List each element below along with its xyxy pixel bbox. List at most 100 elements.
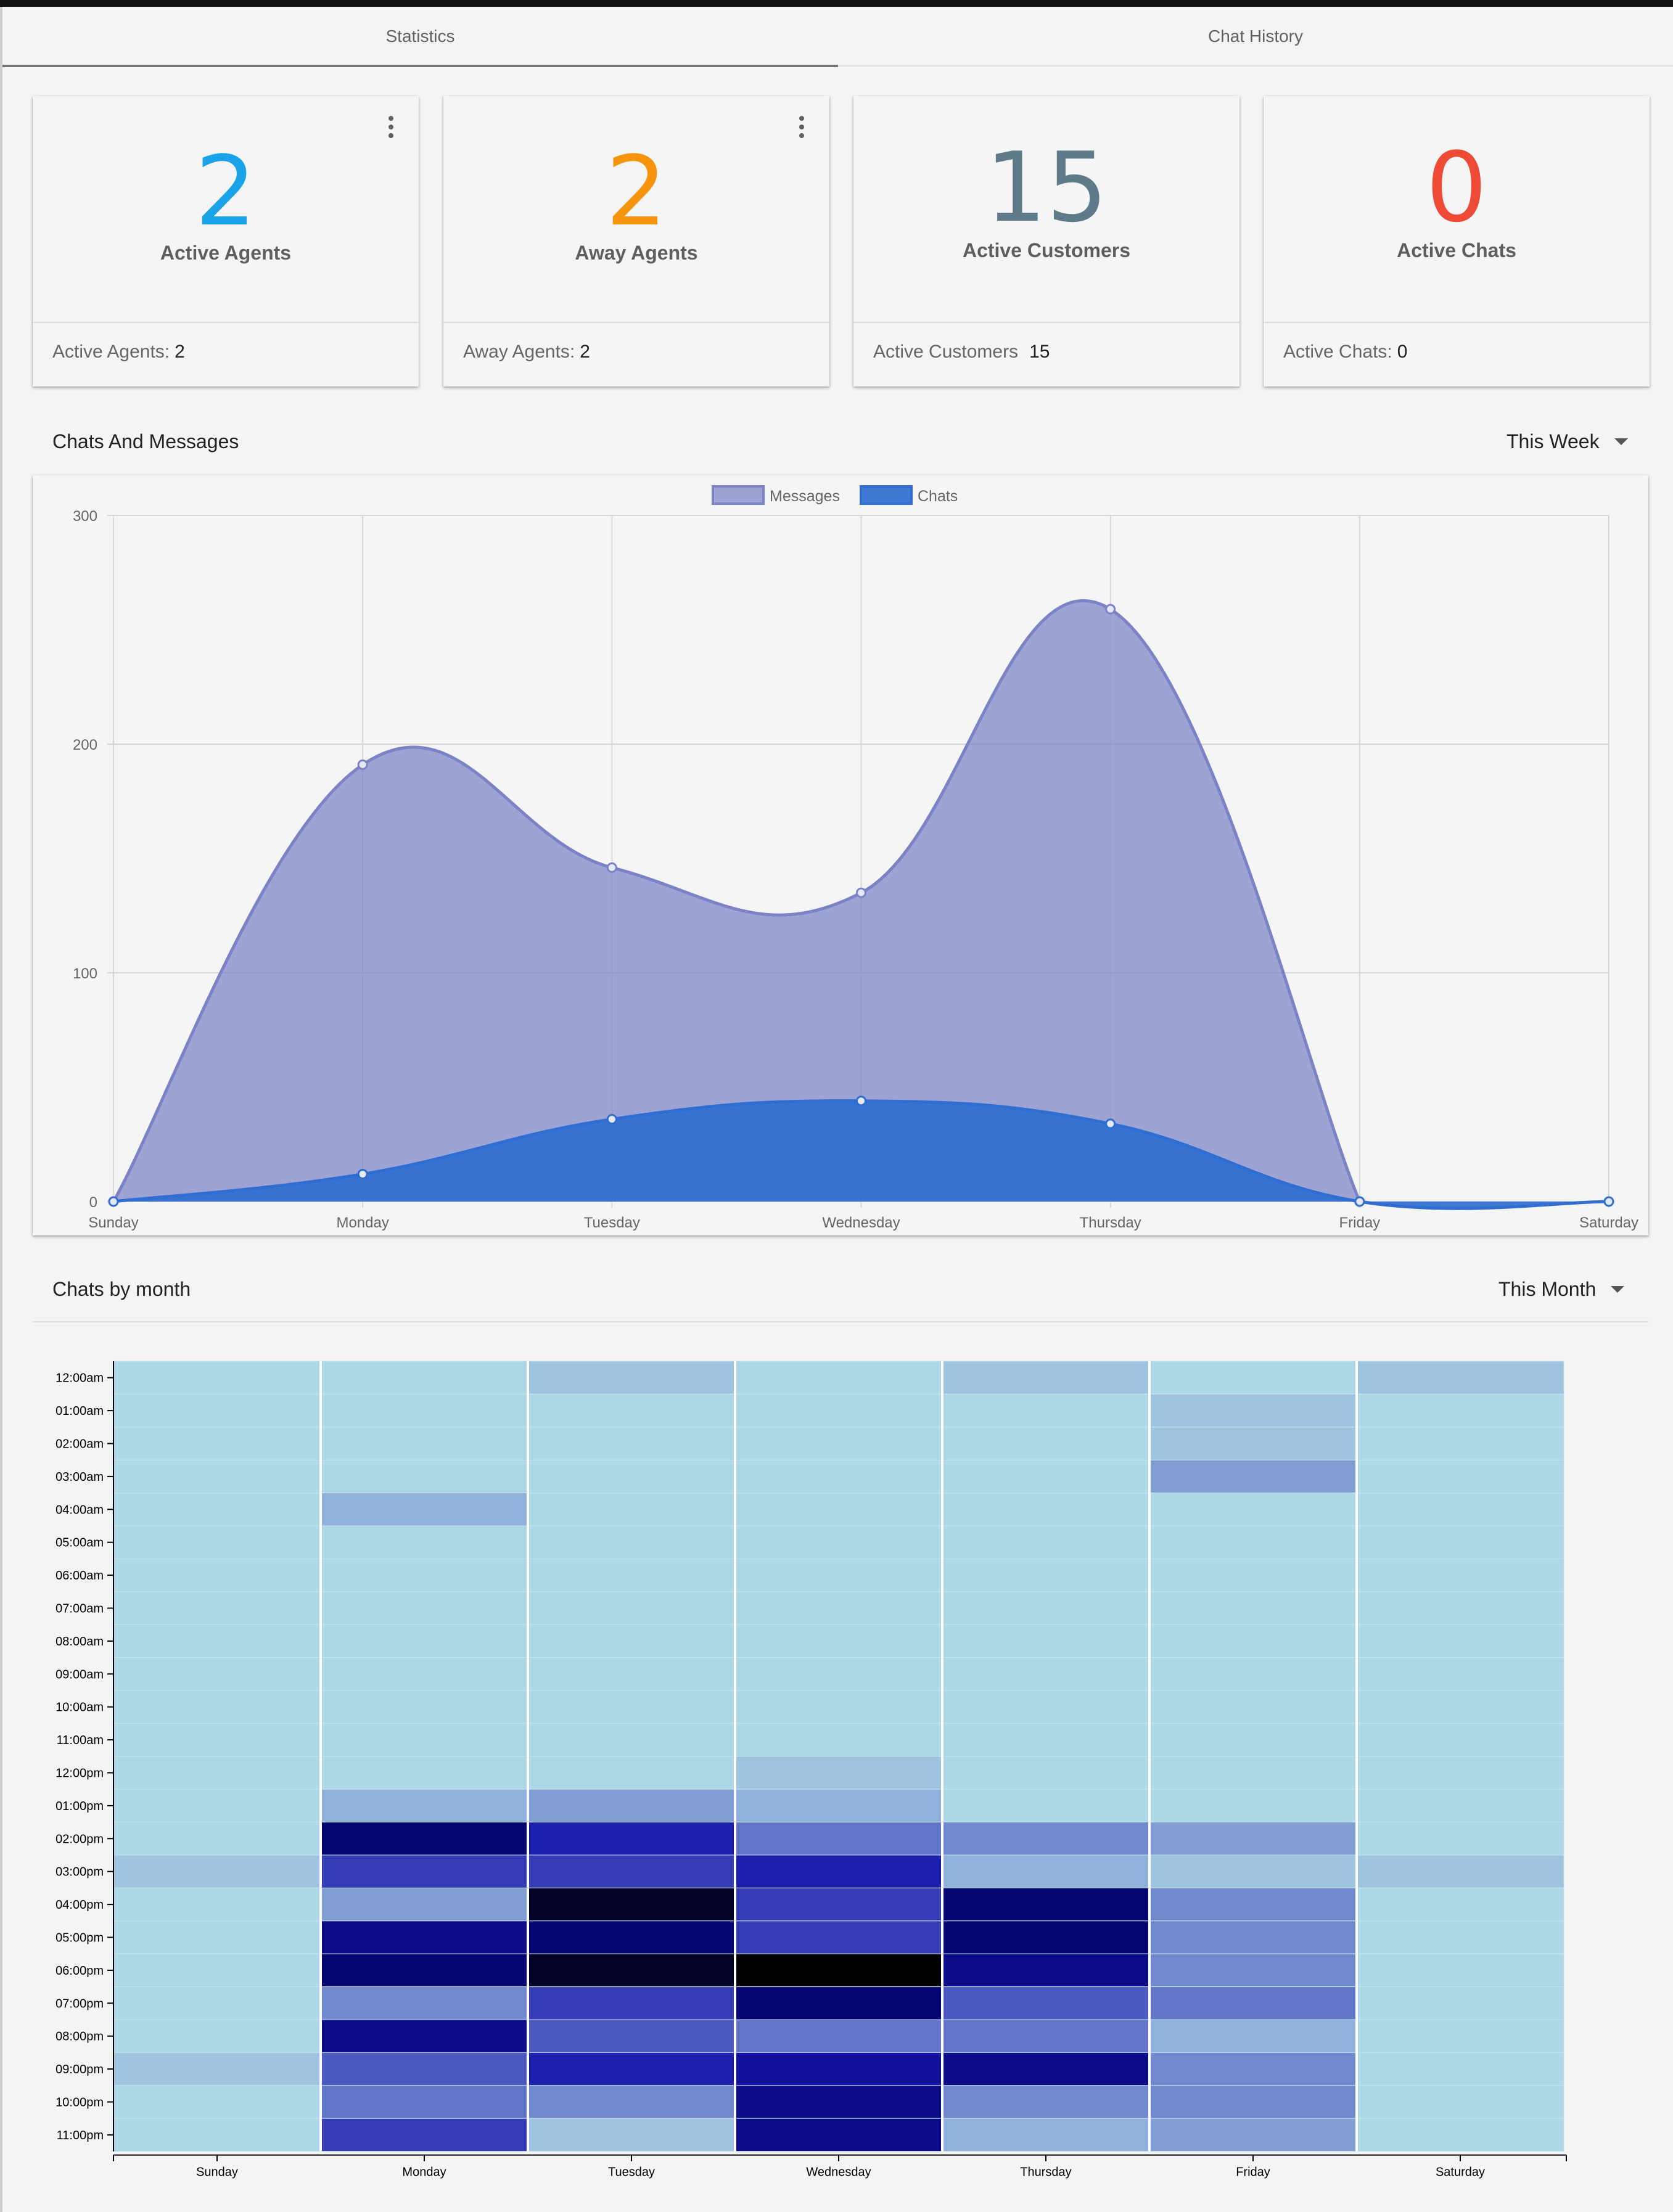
card-label: Active Agents	[160, 242, 292, 264]
heatmap-cell	[113, 1361, 321, 1395]
heatmap-cell	[320, 1920, 528, 1954]
heatmap-cell	[942, 1591, 1150, 1625]
heatmap-cell	[1356, 2085, 1564, 2119]
chats-point	[357, 1168, 368, 1179]
x-tick-label: Saturday	[1579, 1215, 1638, 1231]
heatmap-cell	[1356, 1756, 1564, 1790]
heatmap-cell	[734, 1558, 943, 1592]
monthly-range-select[interactable]: This Month	[1498, 1278, 1625, 1301]
heatmap-cell	[527, 1624, 736, 1658]
messages-chart-panel: 0 100 200 300 Sunday Monday Tuesday Wednesday Th…	[33, 475, 1648, 1235]
heatmap-cell	[320, 1788, 528, 1823]
heatmap-cell	[734, 1427, 943, 1460]
messages-section-title: Chats And Messages	[52, 430, 239, 453]
heatmap-cell	[1149, 1822, 1357, 1856]
card-active-customers: 15 Active Customers Active Customers 15	[853, 96, 1239, 387]
messages-point	[1105, 604, 1116, 615]
heatmap-cell	[942, 1525, 1150, 1559]
chats-heatmap: 12:00am 01:00am 02:00am 03:00am 04:00am 05:00…	[55, 1361, 1567, 2179]
heatmap-cell	[942, 1459, 1150, 1494]
heatmap-cell	[1149, 1756, 1357, 1790]
heatmap-cell	[320, 1854, 528, 1888]
heatmap-cell	[113, 1986, 321, 2020]
heatmap-cell	[1149, 1722, 1357, 1757]
heatmap-cell	[734, 1657, 943, 1691]
heatmap-cell	[113, 1427, 321, 1460]
heatmap-cell	[734, 2118, 943, 2152]
heatmap-cell	[1356, 1624, 1564, 1658]
heatmap-cell	[1149, 1558, 1357, 1592]
heatmap-cell	[1356, 1657, 1564, 1691]
heatmap-cell	[1149, 1459, 1357, 1494]
heatmap-cell	[734, 1591, 943, 1625]
card-divider	[33, 322, 419, 323]
window-top-bar	[0, 0, 1673, 7]
more-vert-icon[interactable]	[387, 113, 395, 145]
heatmap-cell	[527, 2019, 736, 2053]
heatmap-cell	[113, 1953, 321, 1988]
tab-statistics[interactable]: Statistics	[385, 26, 455, 46]
heatmap-cell	[113, 2118, 321, 2152]
heatmap-cell	[1356, 1986, 1564, 2020]
heatmap-cell	[527, 1690, 736, 1724]
heatmap-cell	[320, 1756, 528, 1790]
heatmap-cell	[942, 1887, 1150, 1922]
dropdown-arrow-icon	[1614, 438, 1628, 445]
heatmap-cell	[527, 1558, 736, 1592]
heatmap-cell	[527, 2085, 736, 2119]
card-value: 0	[1426, 131, 1487, 244]
monthly-section-title: Chats by month	[52, 1278, 191, 1300]
messages-range-select[interactable]: This Week	[1507, 430, 1628, 453]
card-active-chats: 0 Active Chats Active Chats: 0	[1264, 96, 1650, 387]
heatmap-cell	[1356, 1361, 1564, 1395]
heatmap-cell	[113, 2085, 321, 2119]
heatmap-cell	[1356, 1822, 1564, 1856]
heatmap-cell	[320, 2019, 528, 2053]
heatmap-cell	[527, 1920, 736, 1954]
heatmap-cell	[942, 1953, 1150, 1988]
heatmap-cell	[113, 1624, 321, 1658]
heatmap-cell	[113, 1690, 321, 1724]
y-tick-label: 09:00am	[55, 1668, 104, 1681]
range-select-value: This Week	[1507, 430, 1600, 453]
y-tick-label: 05:00pm	[55, 1931, 104, 1945]
x-tick-label: Sunday	[88, 1215, 138, 1231]
y-tick-label: 200	[73, 737, 97, 753]
active-tab-indicator	[2, 65, 838, 67]
heatmap-cell	[1356, 1722, 1564, 1757]
heatmap-cell	[734, 1459, 943, 1494]
heatmap-cell	[734, 1887, 943, 1922]
more-vert-icon[interactable]	[797, 113, 806, 145]
heatmap-cell	[1356, 1393, 1564, 1428]
heatmap-cell	[320, 2118, 528, 2152]
heatmap-cell	[942, 1657, 1150, 1691]
heatmap-cell	[1149, 1953, 1357, 1988]
heatmap-cell	[113, 1722, 321, 1757]
heatmap-cell	[1149, 1854, 1357, 1888]
heatmap-cell	[113, 1854, 321, 1888]
x-tick-label: Thursday	[1080, 1215, 1141, 1231]
y-tick-label: 07:00pm	[55, 1997, 104, 2010]
heatmap-cell	[1149, 1986, 1357, 2020]
heatmap-cell	[942, 2085, 1150, 2119]
heatmap-cell	[734, 1493, 943, 1526]
y-tick-label: 03:00pm	[55, 1866, 104, 1879]
card-active-agents: 2 Active Agents Active Agents: 2	[33, 96, 419, 387]
heatmap-cell	[113, 1525, 321, 1559]
heatmap-cell	[113, 1822, 321, 1856]
heatmap-cell	[527, 1393, 736, 1428]
messages-area-chart: 0 100 200 300 Sunday Monday Tuesday Wednesday Th…	[73, 485, 1638, 1231]
heatmap-cell	[1356, 1427, 1564, 1460]
card-footer: Active Chats: 0	[1283, 342, 1407, 363]
heatmap-cell	[734, 1624, 943, 1658]
heatmap-cell	[734, 1393, 943, 1428]
heatmap-cell	[113, 1887, 321, 1922]
heatmap-cell	[113, 1756, 321, 1790]
heatmap-cell	[1356, 1493, 1564, 1526]
heatmap-cell	[942, 1986, 1150, 2020]
tab-chat-history[interactable]: Chat History	[1207, 26, 1304, 46]
y-tick-label: 08:00am	[55, 1635, 104, 1649]
card-label: Active Customers	[962, 239, 1131, 261]
heatmap-cell	[1356, 1459, 1564, 1494]
heatmap-cell	[527, 1361, 736, 1395]
